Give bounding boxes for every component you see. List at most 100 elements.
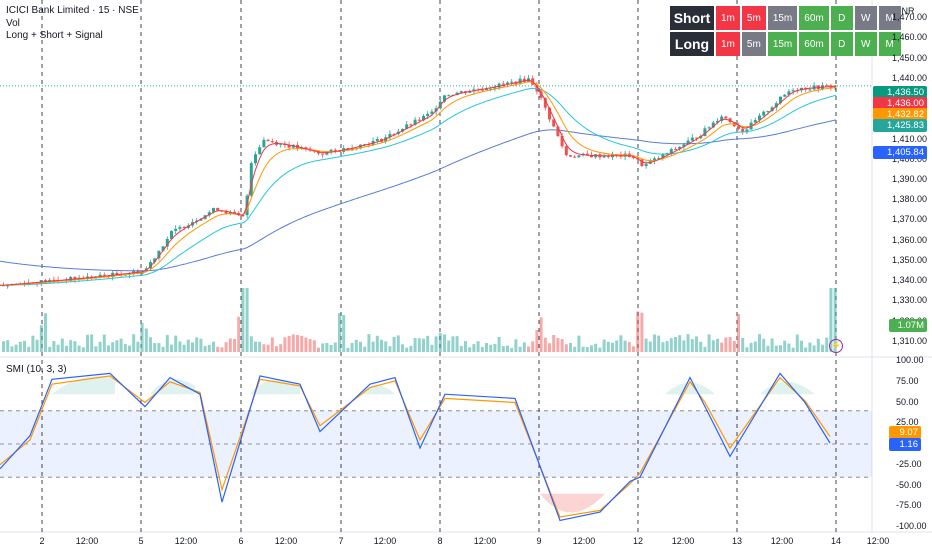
candle-body <box>535 84 539 92</box>
volume-bar <box>657 335 661 352</box>
candle-body <box>170 230 173 239</box>
candle-body <box>233 211 236 213</box>
time-axis-label: 6 <box>238 536 244 546</box>
volume-bar <box>665 341 669 352</box>
volume-bar <box>783 340 787 352</box>
candle-body <box>270 141 274 143</box>
candle-body <box>249 163 253 196</box>
volume-bar <box>128 345 131 352</box>
volume-bar <box>690 339 694 352</box>
candle-body <box>774 103 778 108</box>
time-axis-label: 12:00 <box>572 536 596 546</box>
volume-bar <box>552 334 556 352</box>
volume-bar <box>413 338 417 352</box>
volume-bar <box>674 336 677 352</box>
candle-body <box>459 91 463 93</box>
smi-line <box>0 372 831 522</box>
volume-bar <box>485 343 488 352</box>
volume-bar <box>56 344 60 352</box>
volume-bar <box>2 341 5 352</box>
volume-bar <box>233 338 236 352</box>
volume-bar <box>86 334 89 352</box>
volume-bar <box>388 346 392 352</box>
candle-body <box>207 212 211 216</box>
candle-body <box>539 91 543 98</box>
volume-bar <box>779 345 782 352</box>
candle-body <box>493 87 497 89</box>
volume-bar <box>438 332 442 352</box>
candle-body <box>375 138 379 141</box>
lightning-icon[interactable]: ⚡ <box>829 339 843 353</box>
volume-bar <box>380 339 383 352</box>
candle-body <box>569 155 572 157</box>
volume-bar <box>472 344 476 352</box>
volume-bar <box>195 337 199 352</box>
volume-bar <box>497 336 501 352</box>
candle-body <box>787 91 791 95</box>
volume-bar <box>371 341 375 352</box>
volume-bar <box>724 337 728 352</box>
volume-bar <box>611 342 614 352</box>
volume-bar <box>539 317 543 352</box>
price-tag: 1,436.00 <box>873 97 927 110</box>
symbol-title: ICICI Bank Limited · 15 · NSE <box>6 5 139 16</box>
volume-bar <box>434 336 438 352</box>
candle-body <box>258 147 262 155</box>
volume-bar <box>157 343 161 352</box>
volume-bar <box>342 315 346 352</box>
volume-bar <box>98 341 102 352</box>
candle-body <box>430 111 434 114</box>
volume-bar <box>543 337 547 352</box>
volume-bar <box>279 344 283 352</box>
volume-bar <box>6 340 10 352</box>
overbought-fill <box>360 385 395 395</box>
volume-bar <box>527 346 530 352</box>
candle-body <box>287 145 291 148</box>
candle-body <box>825 85 829 87</box>
candle-body <box>770 107 774 112</box>
volume-bar <box>716 338 719 352</box>
candle-body <box>741 128 745 133</box>
volume-bar <box>90 334 94 352</box>
volume-bar <box>14 344 18 352</box>
volume-bar <box>787 343 791 352</box>
mtf-cell-short-15m: 15m <box>767 6 798 30</box>
volume-bar <box>23 340 26 352</box>
volume-bar <box>632 346 635 352</box>
candle-body <box>640 159 644 167</box>
candle-body <box>644 163 648 167</box>
volume-bar <box>291 334 295 352</box>
candle-body <box>182 226 186 228</box>
ema-fast-line <box>0 79 837 286</box>
candle-body <box>73 276 77 280</box>
volume-bar <box>728 337 732 352</box>
smi-axis-label: 100.00 <box>896 355 924 365</box>
candle-body <box>695 137 698 139</box>
volume-bar <box>212 341 215 352</box>
time-axis-label: 2 <box>39 536 45 546</box>
candle-body <box>165 238 169 247</box>
volume-bar <box>770 338 774 352</box>
volume-bar <box>77 345 81 352</box>
candle-body <box>304 147 308 149</box>
price-axis-label: 1,350.00 <box>892 254 928 265</box>
volume-bar <box>10 346 14 352</box>
volume-bar <box>804 347 808 352</box>
volume-bar <box>464 341 467 352</box>
candle-body <box>325 152 329 155</box>
volume-bar <box>821 344 824 352</box>
smi-axis-label: 75.00 <box>896 375 919 386</box>
mtf-cell-short-w: W <box>854 6 877 30</box>
candle-body <box>241 215 245 217</box>
candle-body <box>690 137 694 141</box>
mtf-cell-long-1m: 1m <box>716 32 740 56</box>
volume-bar <box>644 338 648 352</box>
candle-body <box>674 149 677 151</box>
candle-body <box>585 153 589 156</box>
candle-body <box>602 156 606 158</box>
volume-bar <box>816 338 820 352</box>
volume-bar <box>598 347 602 352</box>
volume-bar <box>111 342 115 352</box>
candle-body <box>468 91 472 93</box>
